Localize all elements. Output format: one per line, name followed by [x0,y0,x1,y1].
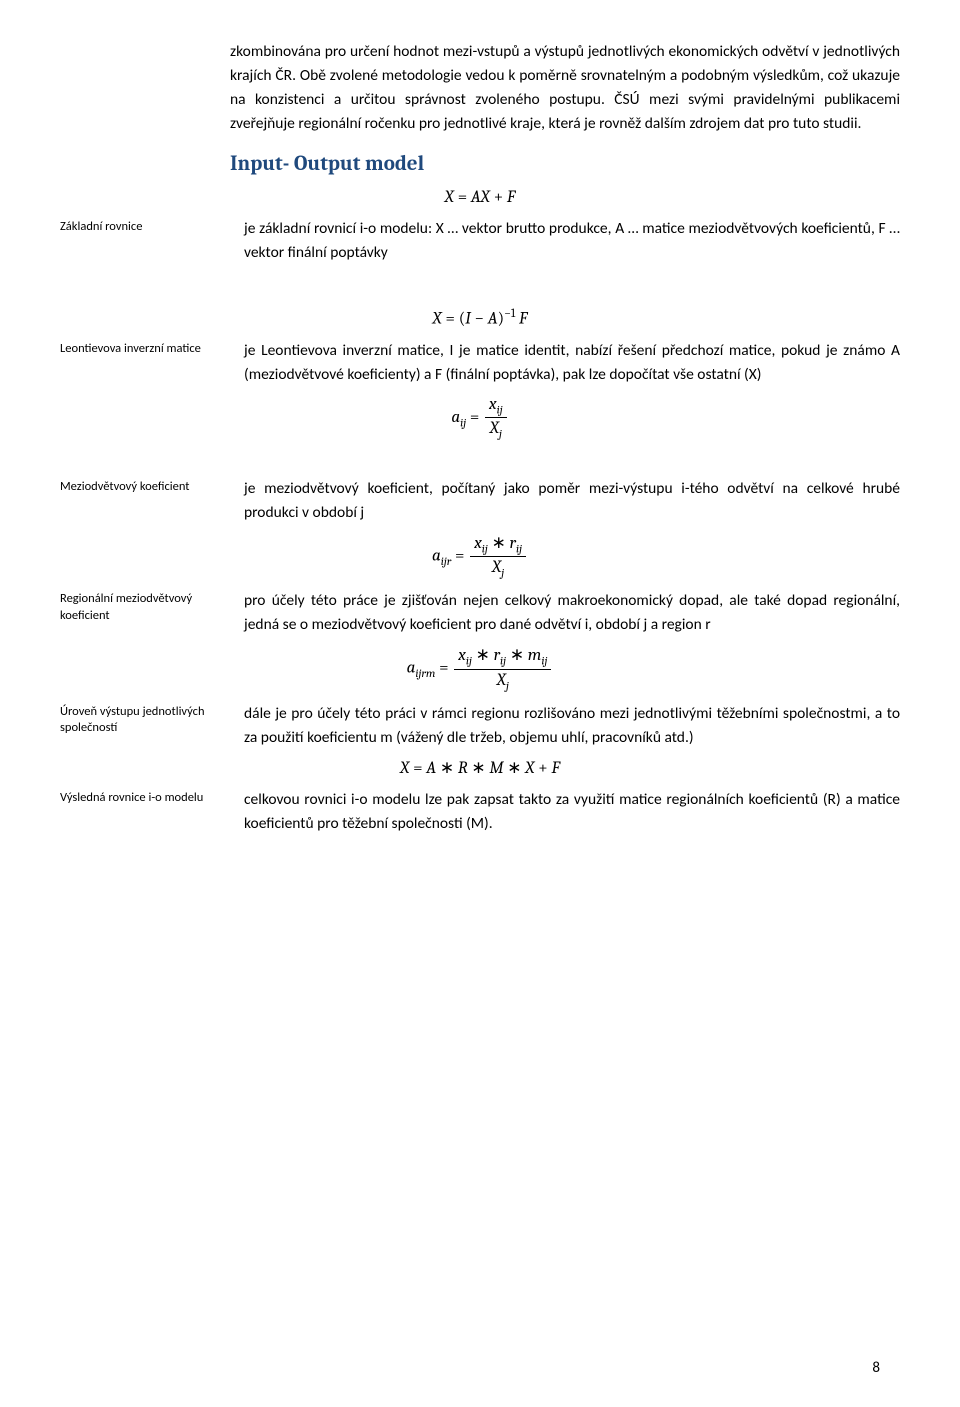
definition-row: Úroveň výstupu jednotlivých společností … [60,702,900,750]
section-title: Input- Output model [230,152,900,176]
page: zkombinována pro určení hodnot mezi-vstu… [0,0,960,1407]
margin-label: Výsledná rovnice i-o modelu [60,788,244,806]
definition-body: je Leontievova inverzní matice, I je mat… [244,339,900,387]
equation-basic: X = AX + F [60,188,900,207]
equation-leontief-inverse: X = (I − A)−1 F [60,307,900,329]
definition-body: je základní rovnicí i-o modelu: X … vekt… [244,217,900,265]
definition-row: Leontievova inverzní matice je Leontievo… [60,339,900,387]
definition-body: celkovou rovnici i-o modelu lze pak zaps… [244,788,900,836]
equation-aijrm: aijrm = xij ∗ rij ∗ mij Xj [60,645,900,692]
intro-paragraph: zkombinována pro určení hodnot mezi-vstu… [230,40,900,136]
margin-label: Úroveň výstupu jednotlivých společností [60,702,244,737]
margin-label: Základní rovnice [60,217,244,235]
equation-final: X = A ∗ R ∗ M ∗ X + F [60,758,900,778]
definition-body: pro účely této práce je zjišťován nejen … [244,589,900,637]
definition-row: Regionální meziodvětvový koeficient pro … [60,589,900,637]
definition-body: je meziodvětvový koeficient, počítaný ja… [244,477,900,525]
margin-label: Regionální meziodvětvový koeficient [60,589,244,624]
definition-body: dále je pro účely této práci v rámci reg… [244,702,900,750]
definition-row: Meziodvětvový koeficient je meziodvětvov… [60,477,900,525]
definition-row: Výsledná rovnice i-o modelu celkovou rov… [60,788,900,836]
margin-label: Leontievova inverzní matice [60,339,244,357]
equation-aij: aij = xij Xj [60,395,900,441]
equation-aijr: aijr = xij ∗ rij Xj [60,533,900,580]
margin-label: Meziodvětvový koeficient [60,477,244,495]
page-number: 8 [872,1359,880,1377]
definition-row: Základní rovnice je základní rovnicí i-o… [60,217,900,265]
